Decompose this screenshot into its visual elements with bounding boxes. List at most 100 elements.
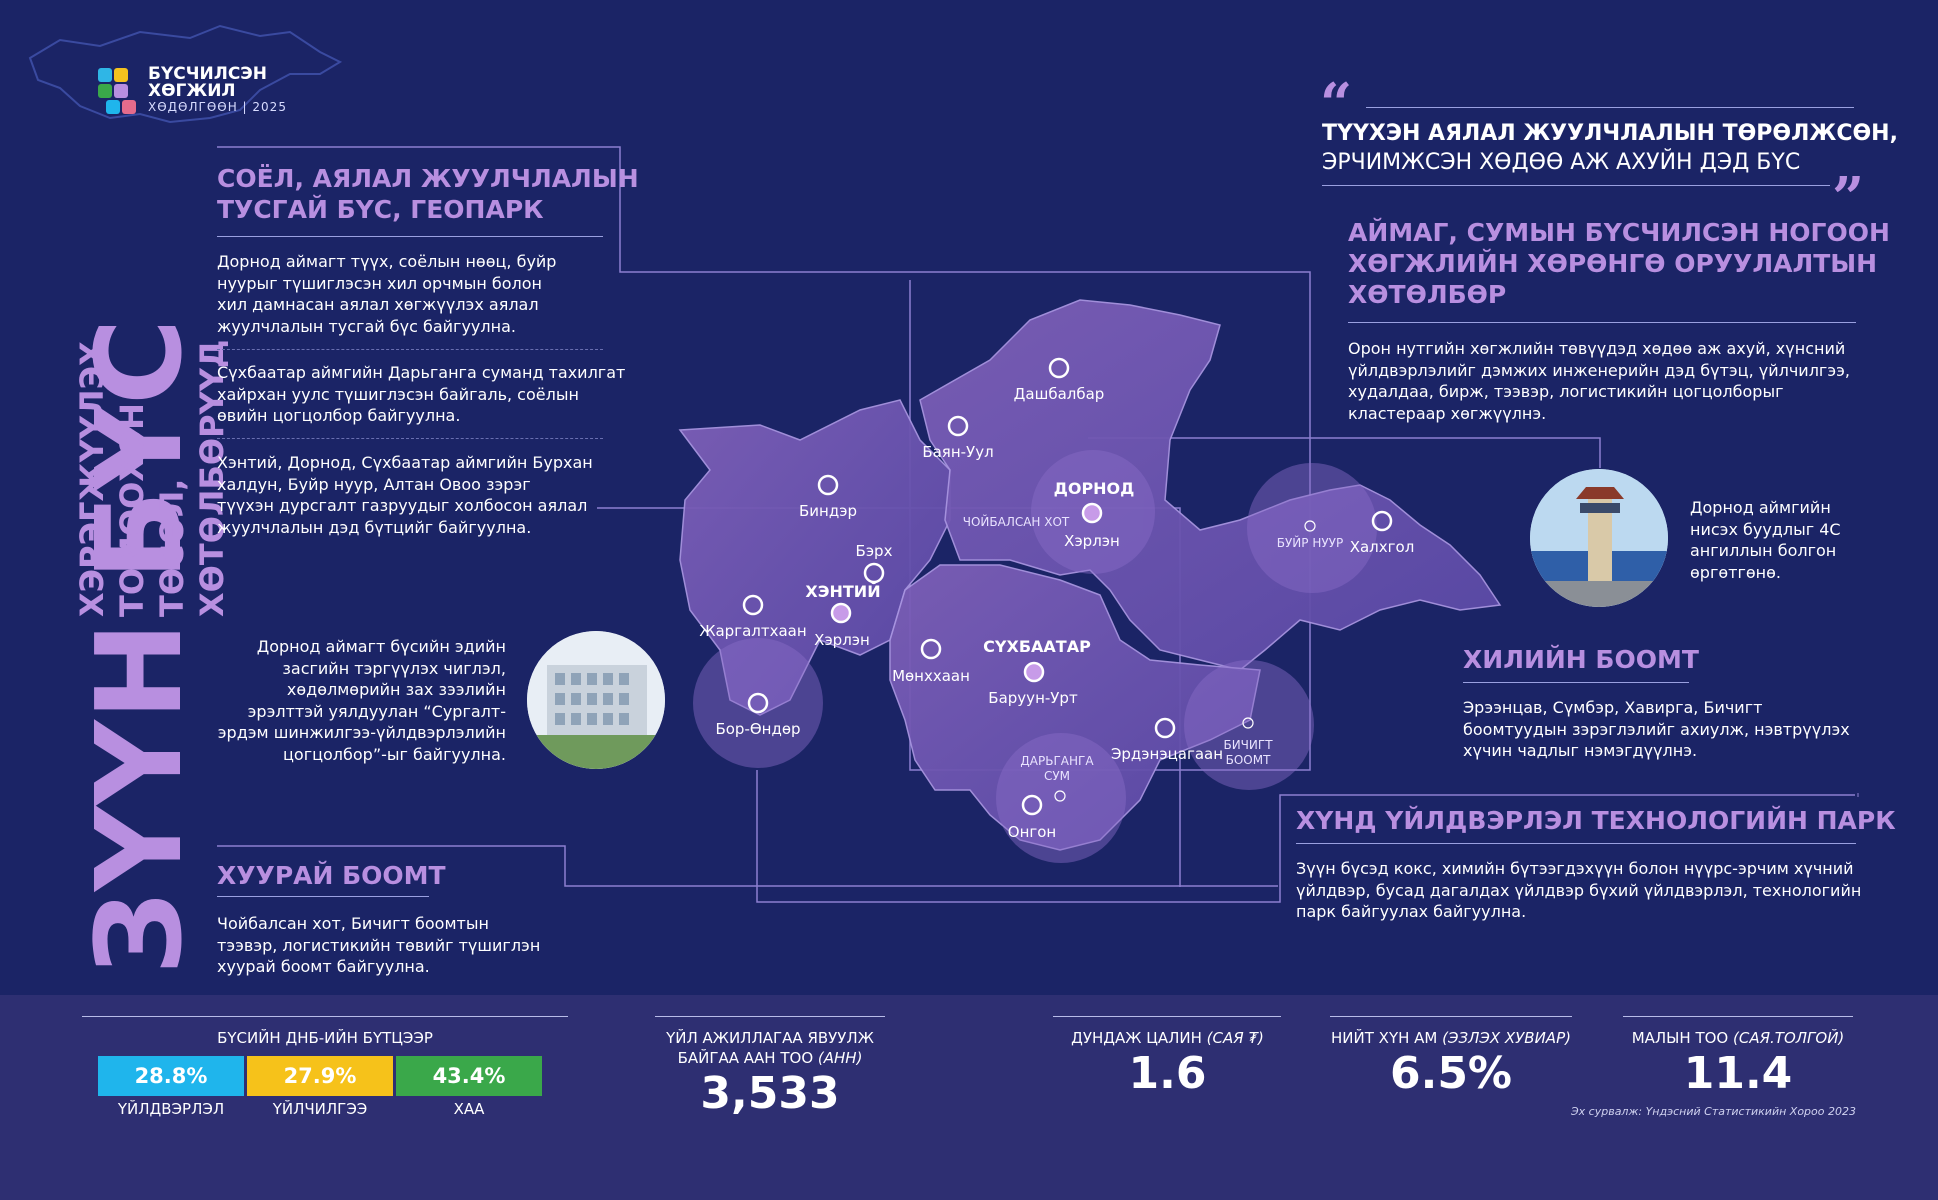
border-line: хүчин чадлыг нэмэгдүүлнэ. [1463, 741, 1698, 760]
university-photo [527, 631, 665, 769]
culture-title-1: СОЁЛ, АЯЛАЛ ЖУУЛЧЛАЛЫН [217, 164, 639, 193]
label-kherlen-khentii: Хэрлэн [814, 631, 870, 649]
population-unit: (ЭЗЛЭХ ХУВИАР) [1442, 1029, 1571, 1047]
culture-separator-1 [217, 349, 603, 350]
hub-port-line: тээвэр, логистикийн төвийг түшиглэн [217, 935, 541, 955]
university-line: засгийн тэргүүлэх чиглэл, [282, 658, 506, 678]
airport-line: нисэх буудлыг 4С [1690, 519, 1841, 539]
culture-p3-line: түүхэн дурсгалт газруудыг холбосон аялал [217, 496, 588, 515]
airport-line: өргөтгөнө. [1690, 562, 1781, 582]
logo-line-2: ХӨГЖИЛ [148, 81, 236, 101]
culture-title-2: ТУСГАЙ БҮС, ГЕОПАРК [217, 195, 544, 224]
label-dashbalbar: Дашбалбар [1013, 385, 1105, 403]
enterprises-value: 3,533 [700, 1068, 840, 1119]
airport-line: Дорнод аймгийн [1690, 498, 1831, 517]
university-line: эрэлттэй уялдуулан “Сургалт- [247, 701, 506, 721]
logo-icon [98, 68, 136, 114]
label-dariganga-2: СУМ [1043, 769, 1071, 783]
label-kherlen-dornod: Хэрлэн [1064, 532, 1120, 550]
border-line: боомтуудын зэрэглэлийг ахиулж, нэвтрүүлэ… [1463, 719, 1850, 739]
culture-paragraph-2: Сүхбаатар аймгийн Дарьганга суманд тахил… [217, 362, 637, 427]
gdp-title: БҮСИЙН ДНБ-ИЙН БҮТЦЭЭР [217, 1029, 433, 1047]
green-line: Орон нутгийн хөгжлийн төвүүдэд хөдөө аж … [1348, 339, 1846, 358]
population-label: НИЙТ ХҮН АМ (ЭЗЛЭХ ХУВИАР) [1320, 1028, 1582, 1048]
hub-port-rule [217, 896, 429, 897]
label-bor-undur: Бор-Өндөр [715, 720, 801, 738]
stats-band [0, 995, 1938, 1200]
livestock-label: МАЛЫН ТОО (САЯ.ТОЛГОЙ) [1610, 1028, 1866, 1048]
logo-subtitle: ХӨДӨЛГӨӨН | 2025 [148, 100, 287, 114]
salary-value: 1.6 [1128, 1048, 1207, 1099]
enterprises-label: ҮЙЛ АЖИЛЛАГАА ЯВУУЛЖ БАЙГАА ААН ТОО (АНН… [640, 1028, 900, 1068]
airport-line: ангиллын болгон [1690, 541, 1837, 560]
label-munkhkhaan: Мөнххаан [892, 667, 970, 685]
border-rule [1463, 682, 1689, 683]
sukhbaatar-area [889, 564, 1261, 851]
label-sukhbaatar: СҮХБААТАР [983, 637, 1091, 656]
culture-p2-line: өвийн цогцолбор байгуулна. [217, 406, 461, 425]
livestock-unit: (САЯ.ТОЛГОЙ) [1733, 1029, 1845, 1047]
building-icon [527, 631, 665, 769]
salary-label-text: ДУНДАЖ ЦАЛИН [1071, 1029, 1207, 1047]
population-rule [1330, 1016, 1572, 1017]
culture-rule [217, 236, 603, 237]
culture-separator-2 [217, 438, 603, 439]
quote-rule-bottom [1322, 185, 1830, 186]
culture-p2-line: Сүхбаатар аймгийн Дарьганга суманд тахил… [217, 363, 626, 382]
logo-line-1: БҮСЧИЛСЭН [148, 64, 268, 84]
university-line: хөдөлмөрийн зах зээлийн [286, 680, 506, 699]
label-bichigt: БИЧИГТ БООМТ [1223, 738, 1272, 768]
green-title-1: АЙМАГ, СУМЫН БҮСЧИЛСЭН НОГООН [1348, 218, 1890, 247]
gdp-rule [82, 1016, 568, 1017]
label-dariganga: ДАРЬГАНГА СУМ [1020, 754, 1093, 784]
salary-label: ДУНДАЖ ЦАЛИН (САЯ ₮) [1040, 1028, 1295, 1048]
livestock-label-text: МАЛЫН ТОО [1631, 1029, 1734, 1047]
quote-open-icon: “ [1320, 71, 1353, 137]
culture-title: СОЁЛ, АЯЛАЛ ЖУУЛЧЛАЛЫН ТУСГАЙ БҮС, ГЕОПА… [217, 163, 639, 225]
green-title: АЙМАГ, СУМЫН БҮСЧИЛСЭН НОГООН ХӨГЖЛИЙН Х… [1348, 217, 1890, 310]
university-line: эрдэм шинжилгээ-үйлдвэрлэлийн [217, 723, 506, 742]
label-choibalsan: ЧОЙБАЛСАН ХОТ [962, 515, 1070, 529]
enterprises-unit: (АНН) [817, 1049, 863, 1067]
airport-text: Дорнод аймгийн нисэх буудлыг 4С ангиллын… [1690, 497, 1890, 583]
enterprises-rule [655, 1016, 885, 1017]
university-text: Дорнод аймагт бүсийн эдийн засгийн тэргү… [210, 636, 506, 765]
enterprises-label-2: БАЙГАА ААН ТОО [677, 1049, 818, 1067]
hub-port-line: Чойбалсан хот, Бичигт боомтын [217, 914, 489, 933]
airport-tower-icon [1530, 469, 1668, 607]
green-line: кластераар хөгжүүлнэ. [1348, 403, 1547, 423]
culture-p3-line: халдун, Буйр нуур, Алтан Овоо зэрэг [217, 474, 531, 494]
label-binder: Биндэр [799, 502, 857, 520]
tech-park-line: үйлдвэр, бусад дагалдах үйлдвэр бүхий үй… [1296, 880, 1862, 900]
gdp-bar-label: ХАА [453, 1100, 485, 1118]
label-baruun-urt: Баруун-Урт [988, 689, 1078, 707]
logo-text: БҮСЧИЛСЭН ХӨГЖИЛ [148, 66, 267, 100]
salary-rule [1053, 1016, 1281, 1017]
mongolia-outline-icon [28, 24, 343, 124]
khentii-area [678, 399, 951, 716]
label-jargaltkhaan: Жаргалтхаан [699, 622, 807, 640]
gdp-bar-label: ҮЙЛЧИЛГЭЭ [272, 1100, 368, 1118]
airport-photo [1530, 469, 1668, 607]
tech-park-text: Зүүн бүсэд кокс, химийн бүтээгдэхүүн бол… [1296, 858, 1886, 923]
label-bichigt-1: БИЧИГТ [1223, 738, 1273, 752]
border-title: ХИЛИЙН БООМТ [1463, 645, 1699, 674]
green-rule [1348, 322, 1856, 323]
tech-park-line: Зүүн бүсэд кокс, химийн бүтээгдэхүүн бол… [1296, 859, 1854, 878]
quote-rule-top [1366, 107, 1854, 108]
culture-p1-line: Дорнод аймагт түүх, соёлын нөөц, буйр [217, 252, 557, 271]
dornod-area [919, 299, 1502, 671]
marker-dashbalbar [1048, 357, 1070, 379]
green-text: Орон нутгийн хөгжлийн төвүүдэд хөдөө аж … [1348, 338, 1888, 424]
source-note: Эх сурвалж: Үндэсний Статистикийн Хороо … [1570, 1105, 1856, 1118]
tech-park-rule [1296, 843, 1856, 844]
gdp-bar-label: ҮЙЛДВЭРЛЭЛ [117, 1100, 225, 1118]
hub-port-text: Чойбалсан хот, Бичигт боомтын тээвэр, ло… [217, 913, 577, 978]
label-khentii: ХЭНТИЙ [805, 582, 881, 601]
green-line: худалдаа, бирж, тээвэр, логистикийн цогц… [1348, 382, 1784, 401]
tech-park-line: парк байгуулах байгуулна. [1296, 902, 1527, 921]
university-line: Дорнод аймагт бүсийн эдийн [256, 637, 506, 656]
university-line: цогцолбор”-ыг байгуулна. [283, 744, 506, 764]
